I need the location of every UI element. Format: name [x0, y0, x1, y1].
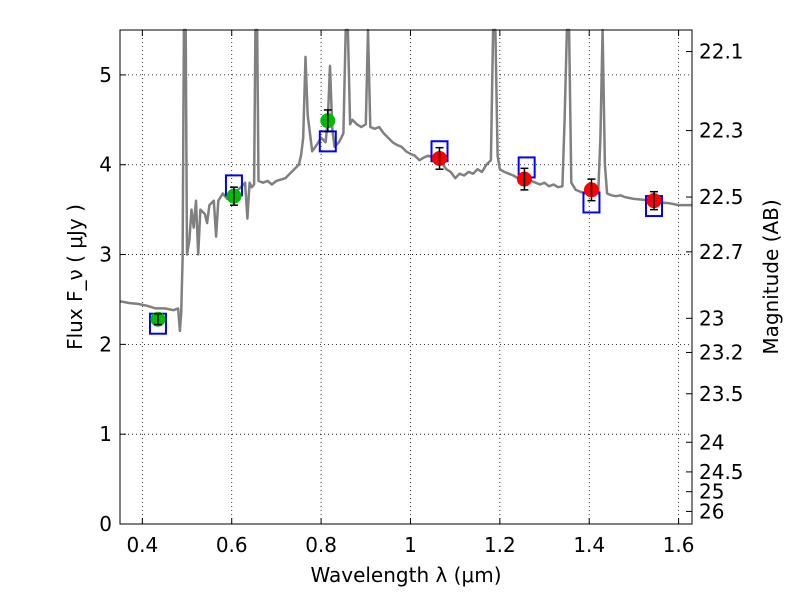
- y-tick-label: 3: [99, 243, 112, 267]
- y2-tick-label: 22.7: [699, 240, 744, 264]
- y2-tick-label: 23.2: [699, 340, 744, 364]
- ticks: 0.4 0.6 0.8 1 1.2 1.4 1.601234522.122.322.522.…: [99, 30, 744, 557]
- y2-tick-label: 24: [699, 430, 724, 454]
- y-tick-label: 4: [99, 153, 112, 177]
- photometry-points: [150, 109, 662, 327]
- x-tick-label: 1.6: [663, 533, 695, 557]
- spectrum: [119, 28, 692, 333]
- y2-tick-label: 22.5: [699, 185, 744, 209]
- y2-axis-title: Magnitude (AB): [759, 199, 783, 354]
- y2-tick-label: 26: [699, 499, 724, 523]
- y-tick-label: 2: [99, 332, 112, 356]
- grid: [120, 30, 692, 525]
- y2-tick-label: 24.5: [699, 460, 744, 484]
- x-axis-title: Wavelength λ (μm): [310, 563, 501, 587]
- x-tick-label: 1.4: [573, 533, 605, 557]
- spectrum-line: [119, 28, 692, 333]
- y2-tick-label: 25: [699, 480, 724, 504]
- x-tick-label: 1: [404, 533, 417, 557]
- model-boxes: [148, 130, 664, 335]
- x-tick-label: 0.8: [305, 533, 337, 557]
- x-tick-label: 0.4: [126, 533, 158, 557]
- plot-frame: [119, 29, 693, 525]
- y-tick-label: 5: [99, 63, 112, 87]
- y-axis-title: Flux F_ν ( μJy ): [63, 204, 87, 350]
- y2-tick-label: 22.3: [699, 119, 744, 143]
- y-tick-label: 1: [99, 422, 112, 446]
- y2-tick-label: 22.1: [699, 40, 744, 64]
- y-tick-label: 0: [99, 512, 112, 536]
- x-tick-label: 1.2: [484, 533, 516, 557]
- y2-tick-label: 23: [699, 306, 724, 330]
- y2-tick-label: 23.5: [699, 382, 744, 406]
- x-tick-label: 0.6: [216, 533, 248, 557]
